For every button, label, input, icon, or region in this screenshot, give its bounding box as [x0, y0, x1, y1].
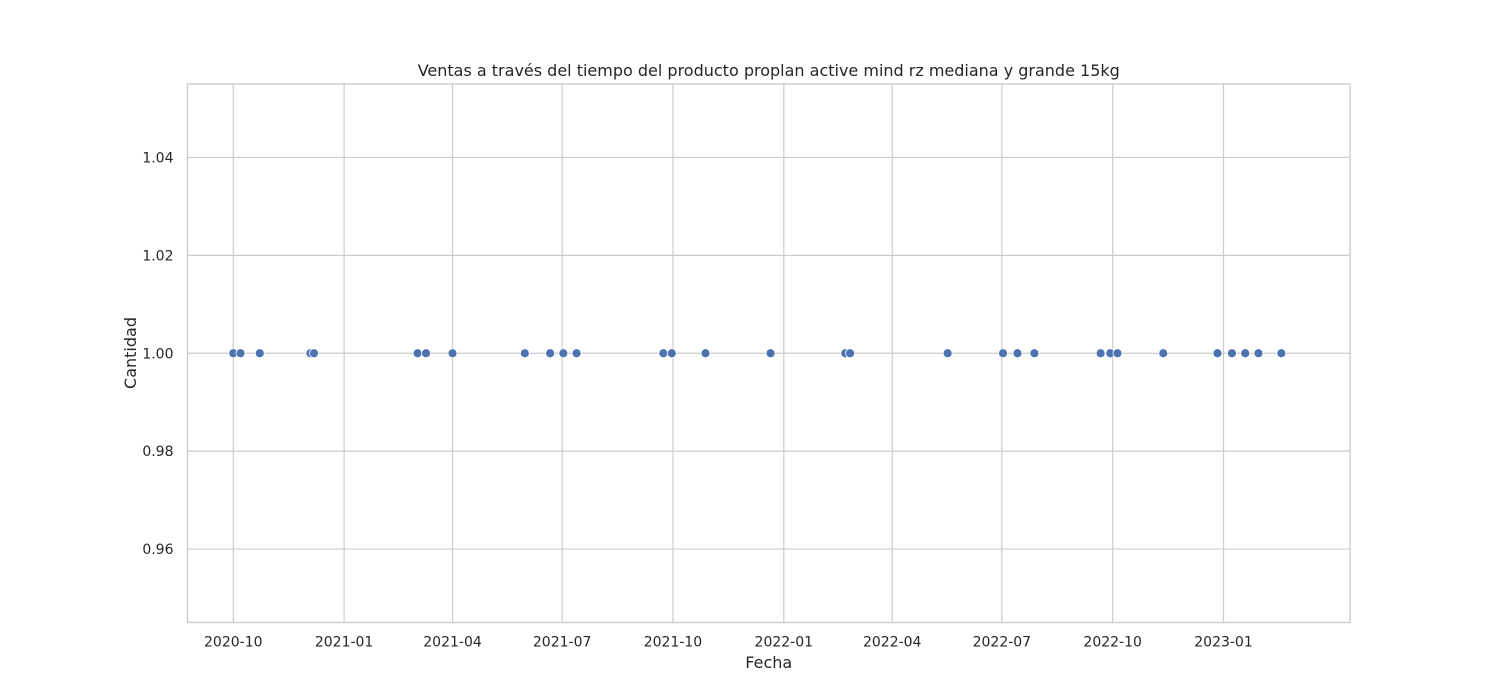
data-point: [998, 348, 1008, 359]
data-point: [1240, 348, 1251, 359]
data-points: [228, 348, 1287, 359]
x-tick-label: 2021-04: [423, 635, 482, 651]
y-tick-label: 0.98: [142, 444, 173, 460]
data-point: [558, 348, 569, 359]
data-point: [1253, 348, 1264, 359]
data-point: [254, 348, 265, 359]
x-tick-label: 2023-01: [1194, 635, 1253, 651]
x-tick-label: 2021-01: [315, 635, 374, 651]
data-point: [658, 348, 669, 359]
data-point: [571, 348, 582, 359]
x-axis-title: Fecha: [745, 653, 792, 672]
y-tick-label: 1.02: [142, 248, 173, 264]
data-point: [1095, 348, 1106, 359]
data-point: [1212, 348, 1223, 359]
x-tick-label: 2022-07: [973, 635, 1032, 651]
data-point: [447, 348, 458, 359]
data-point: [1029, 348, 1040, 359]
data-point: [1112, 348, 1123, 359]
data-point: [309, 348, 319, 359]
x-axis-ticks: 2020-10 2021-01 2021-04 2021-07 2021-10 2022-…: [204, 635, 1253, 651]
x-tick-label: 2022-01: [755, 635, 814, 651]
x-tick-label: 2021-10: [644, 635, 703, 651]
data-point: [1227, 348, 1237, 359]
data-point: [700, 348, 711, 359]
x-tick-label: 2021-07: [533, 635, 592, 651]
data-point: [942, 348, 953, 359]
data-point: [666, 348, 677, 359]
x-tick-label: 2022-04: [863, 635, 922, 651]
data-point: [765, 348, 776, 359]
y-axis-title: Cantidad: [121, 317, 140, 389]
data-point: [845, 348, 855, 359]
y-tick-label: 1.04: [142, 150, 173, 166]
data-point: [421, 348, 431, 359]
data-point: [1158, 348, 1169, 359]
data-point: [1276, 348, 1287, 359]
plot-frame: [186, 83, 1351, 624]
data-point: [545, 348, 556, 359]
y-tick-label: 0.96: [142, 542, 173, 558]
y-axis-ticks: 0.96 0.98 1.00 1.02 1.04: [142, 150, 173, 558]
data-point: [1012, 348, 1023, 359]
data-point: [235, 348, 246, 359]
chart-title: Ventas a través del tiempo del producto …: [418, 61, 1120, 80]
data-point: [412, 348, 423, 359]
x-tick-label: 2022-10: [1083, 635, 1142, 651]
data-point: [519, 348, 530, 359]
y-tick-label: 1.00: [142, 346, 173, 362]
x-tick-label: 2020-10: [204, 635, 263, 651]
